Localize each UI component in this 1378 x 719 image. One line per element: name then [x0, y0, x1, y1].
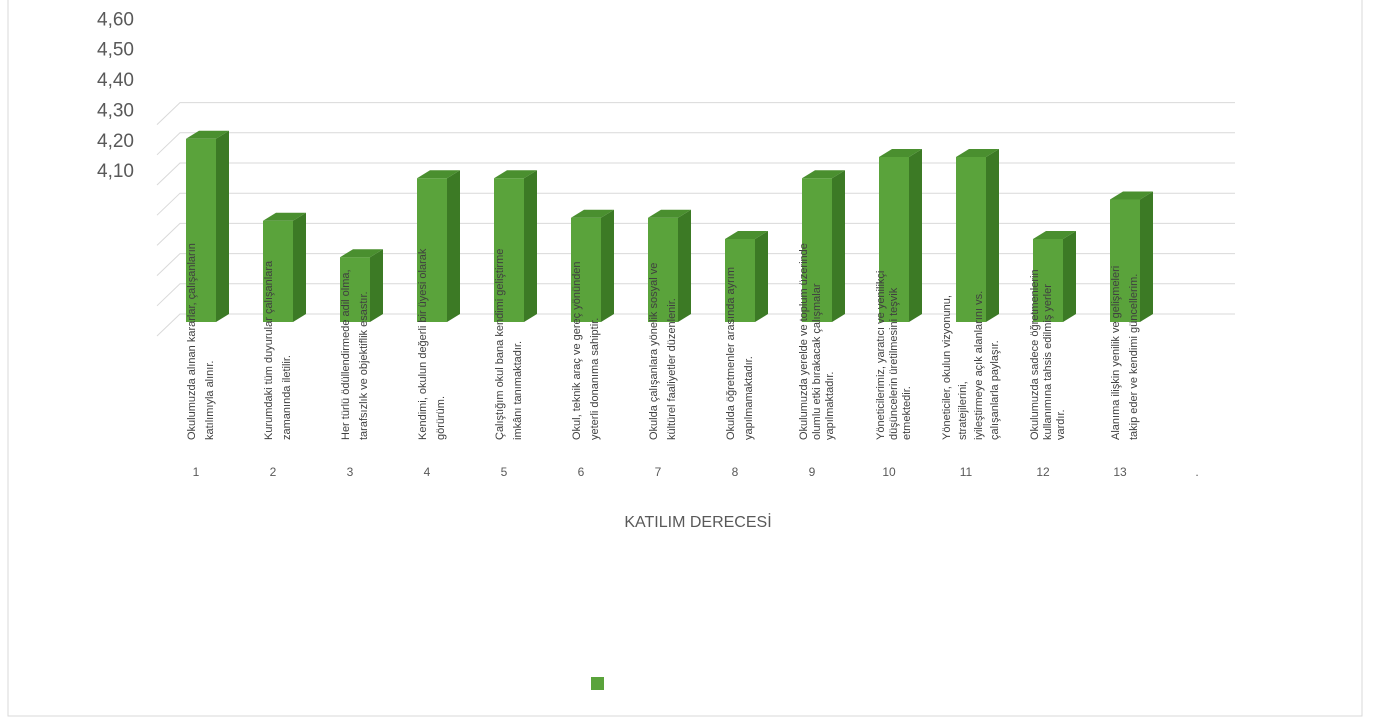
bar-top	[725, 230, 768, 239]
wall-line	[156, 192, 1235, 216]
bar-side	[216, 130, 229, 322]
bar-annotation: Her türlü ödüllendirmede adil olma,	[340, 269, 352, 440]
y-tick-label: 4,60	[97, 9, 134, 30]
bar	[263, 220, 293, 322]
bar-side	[909, 149, 922, 322]
bar	[956, 157, 986, 322]
bar-top	[186, 130, 229, 139]
bar	[186, 138, 216, 322]
wall-line	[156, 313, 1235, 337]
bar-annotation: Okulumuzda yerelde ve toplum üzerinde	[798, 243, 810, 440]
y-tick-label: 4,10	[97, 161, 134, 182]
bar-top	[417, 170, 460, 179]
bar-top	[1110, 191, 1153, 200]
bar-side	[293, 212, 306, 322]
bar-top	[1033, 230, 1076, 239]
bar-side	[678, 209, 691, 322]
bar-annotation: iyileştirmeye açık alanlarını vs.	[973, 291, 985, 440]
y-tick-label: 4,40	[97, 70, 134, 91]
bar-annotation: tarafsızlık ve objektiflik esastır.	[358, 291, 370, 440]
bar-top	[802, 170, 845, 179]
x-tick-label: 13	[1113, 465, 1127, 479]
bar	[340, 257, 370, 322]
x-tick-label: .	[1195, 465, 1198, 479]
bar-side	[601, 209, 614, 322]
wall-line	[156, 132, 1235, 156]
bar-annotation: imkânı tanımaktadır.	[512, 341, 524, 440]
bar	[571, 217, 601, 322]
bar	[1033, 238, 1063, 322]
x-tick-label: 7	[655, 465, 662, 479]
bar-annotation: görürüm.	[435, 396, 447, 440]
bar-annotation: vardır.	[1055, 409, 1067, 440]
y-tick-label: 4,20	[97, 131, 134, 152]
chart-frame	[7, 0, 1363, 717]
x-tick-label: 3	[347, 465, 354, 479]
bar	[802, 178, 832, 322]
bar-annotation: Okul, teknik araç ve gereç yönünden	[571, 261, 583, 440]
x-tick-label: 5	[501, 465, 508, 479]
bar	[494, 178, 524, 322]
bar-annotation: Okulda öğretmenler arasında ayrım	[725, 267, 737, 440]
bar-annotation: yapılmamaktadır.	[743, 356, 755, 440]
bar-annotation: kültürel faaliyetler düzenlenir.	[666, 298, 678, 440]
bar-top	[879, 149, 922, 157]
bar-annotation: yapılmaktadır.	[824, 372, 836, 440]
bar-annotation: takip eder ve kendimi güncellerim.	[1128, 274, 1140, 440]
bar-annotation: Yöneticilerimiz, yaratıcı ve yenilikçi	[875, 271, 887, 440]
x-tick-label: 11	[960, 465, 973, 479]
bar-annotation: katılımıyla alınır.	[204, 361, 216, 440]
bar-side	[524, 170, 537, 322]
bar-annotation: kullanımına tahsis edilmiş yerler	[1042, 284, 1054, 440]
bar	[1110, 199, 1140, 322]
bar-side	[986, 149, 999, 322]
bar-annotation: Okulumuzda sadece öğretmenlerin	[1029, 269, 1041, 440]
bar-annotation: Çalıştığım okul bana kendimi geliştirme	[494, 249, 506, 440]
bar-top	[494, 170, 537, 179]
bar-annotation: düşüncelerin üretilmesini teşvik	[888, 287, 900, 440]
bar	[725, 238, 755, 322]
bar-annotation: Kurumdaki tüm duyurular çalışanlara	[263, 260, 275, 440]
x-tick-label: 2	[270, 465, 277, 479]
x-tick-label: 12	[1036, 465, 1050, 479]
legend-marker	[591, 677, 604, 690]
bar-annotation: yeterli donanıma sahiptir.	[589, 318, 601, 440]
bar-annotation: Yöneticiler, okulun vizyonunu,	[941, 295, 953, 440]
x-axis-title: KATILIM DERECESİ	[624, 512, 771, 531]
x-tick-label: 4	[424, 465, 431, 479]
bar	[879, 157, 909, 322]
bar-annotation: Okulumuzda alınan kararlar, çalışanların	[186, 243, 198, 440]
x-tick-label: 1	[193, 465, 200, 479]
bar-annotation: çalışanlarla paylaşır.	[989, 340, 1001, 440]
bar-annotation: Alanıma ilişkin yenilik ve gelişmeleri	[1110, 266, 1122, 440]
wall-line	[156, 162, 1235, 186]
bar-annotation: Kendimi, okulun değerli bir üyesi olarak	[417, 248, 429, 440]
bar-side	[832, 170, 845, 322]
y-tick-label: 4,30	[97, 100, 134, 121]
bar-top	[340, 249, 383, 258]
x-tick-label: 6	[578, 465, 585, 479]
bar-top	[648, 209, 691, 218]
bar-annotation: stratejilerini,	[957, 381, 969, 440]
bar	[417, 178, 447, 322]
wall-line	[156, 102, 1235, 125]
bar-annotation: Okulda çalışanlara yönelik sosyal ve	[648, 263, 660, 440]
bar-side	[1140, 191, 1153, 322]
bar-side	[1063, 230, 1076, 322]
bar-side	[370, 249, 383, 322]
y-tick-label: 4,50	[97, 40, 134, 61]
x-tick-label: 9	[809, 465, 816, 479]
x-tick-label: 10	[882, 465, 896, 479]
bar	[648, 217, 678, 322]
bar-top	[263, 212, 306, 221]
bar-top	[956, 149, 999, 157]
bar-side	[447, 170, 460, 322]
bar-annotation: zamanında iletilir.	[281, 355, 293, 440]
bar-annotation: olumlu etki bırakacak çalışmalar	[811, 283, 823, 440]
bar-annotation: etmektedir.	[901, 386, 913, 440]
bar-top	[571, 209, 614, 218]
bar-side	[755, 230, 768, 322]
x-tick-label: 8	[732, 465, 739, 479]
